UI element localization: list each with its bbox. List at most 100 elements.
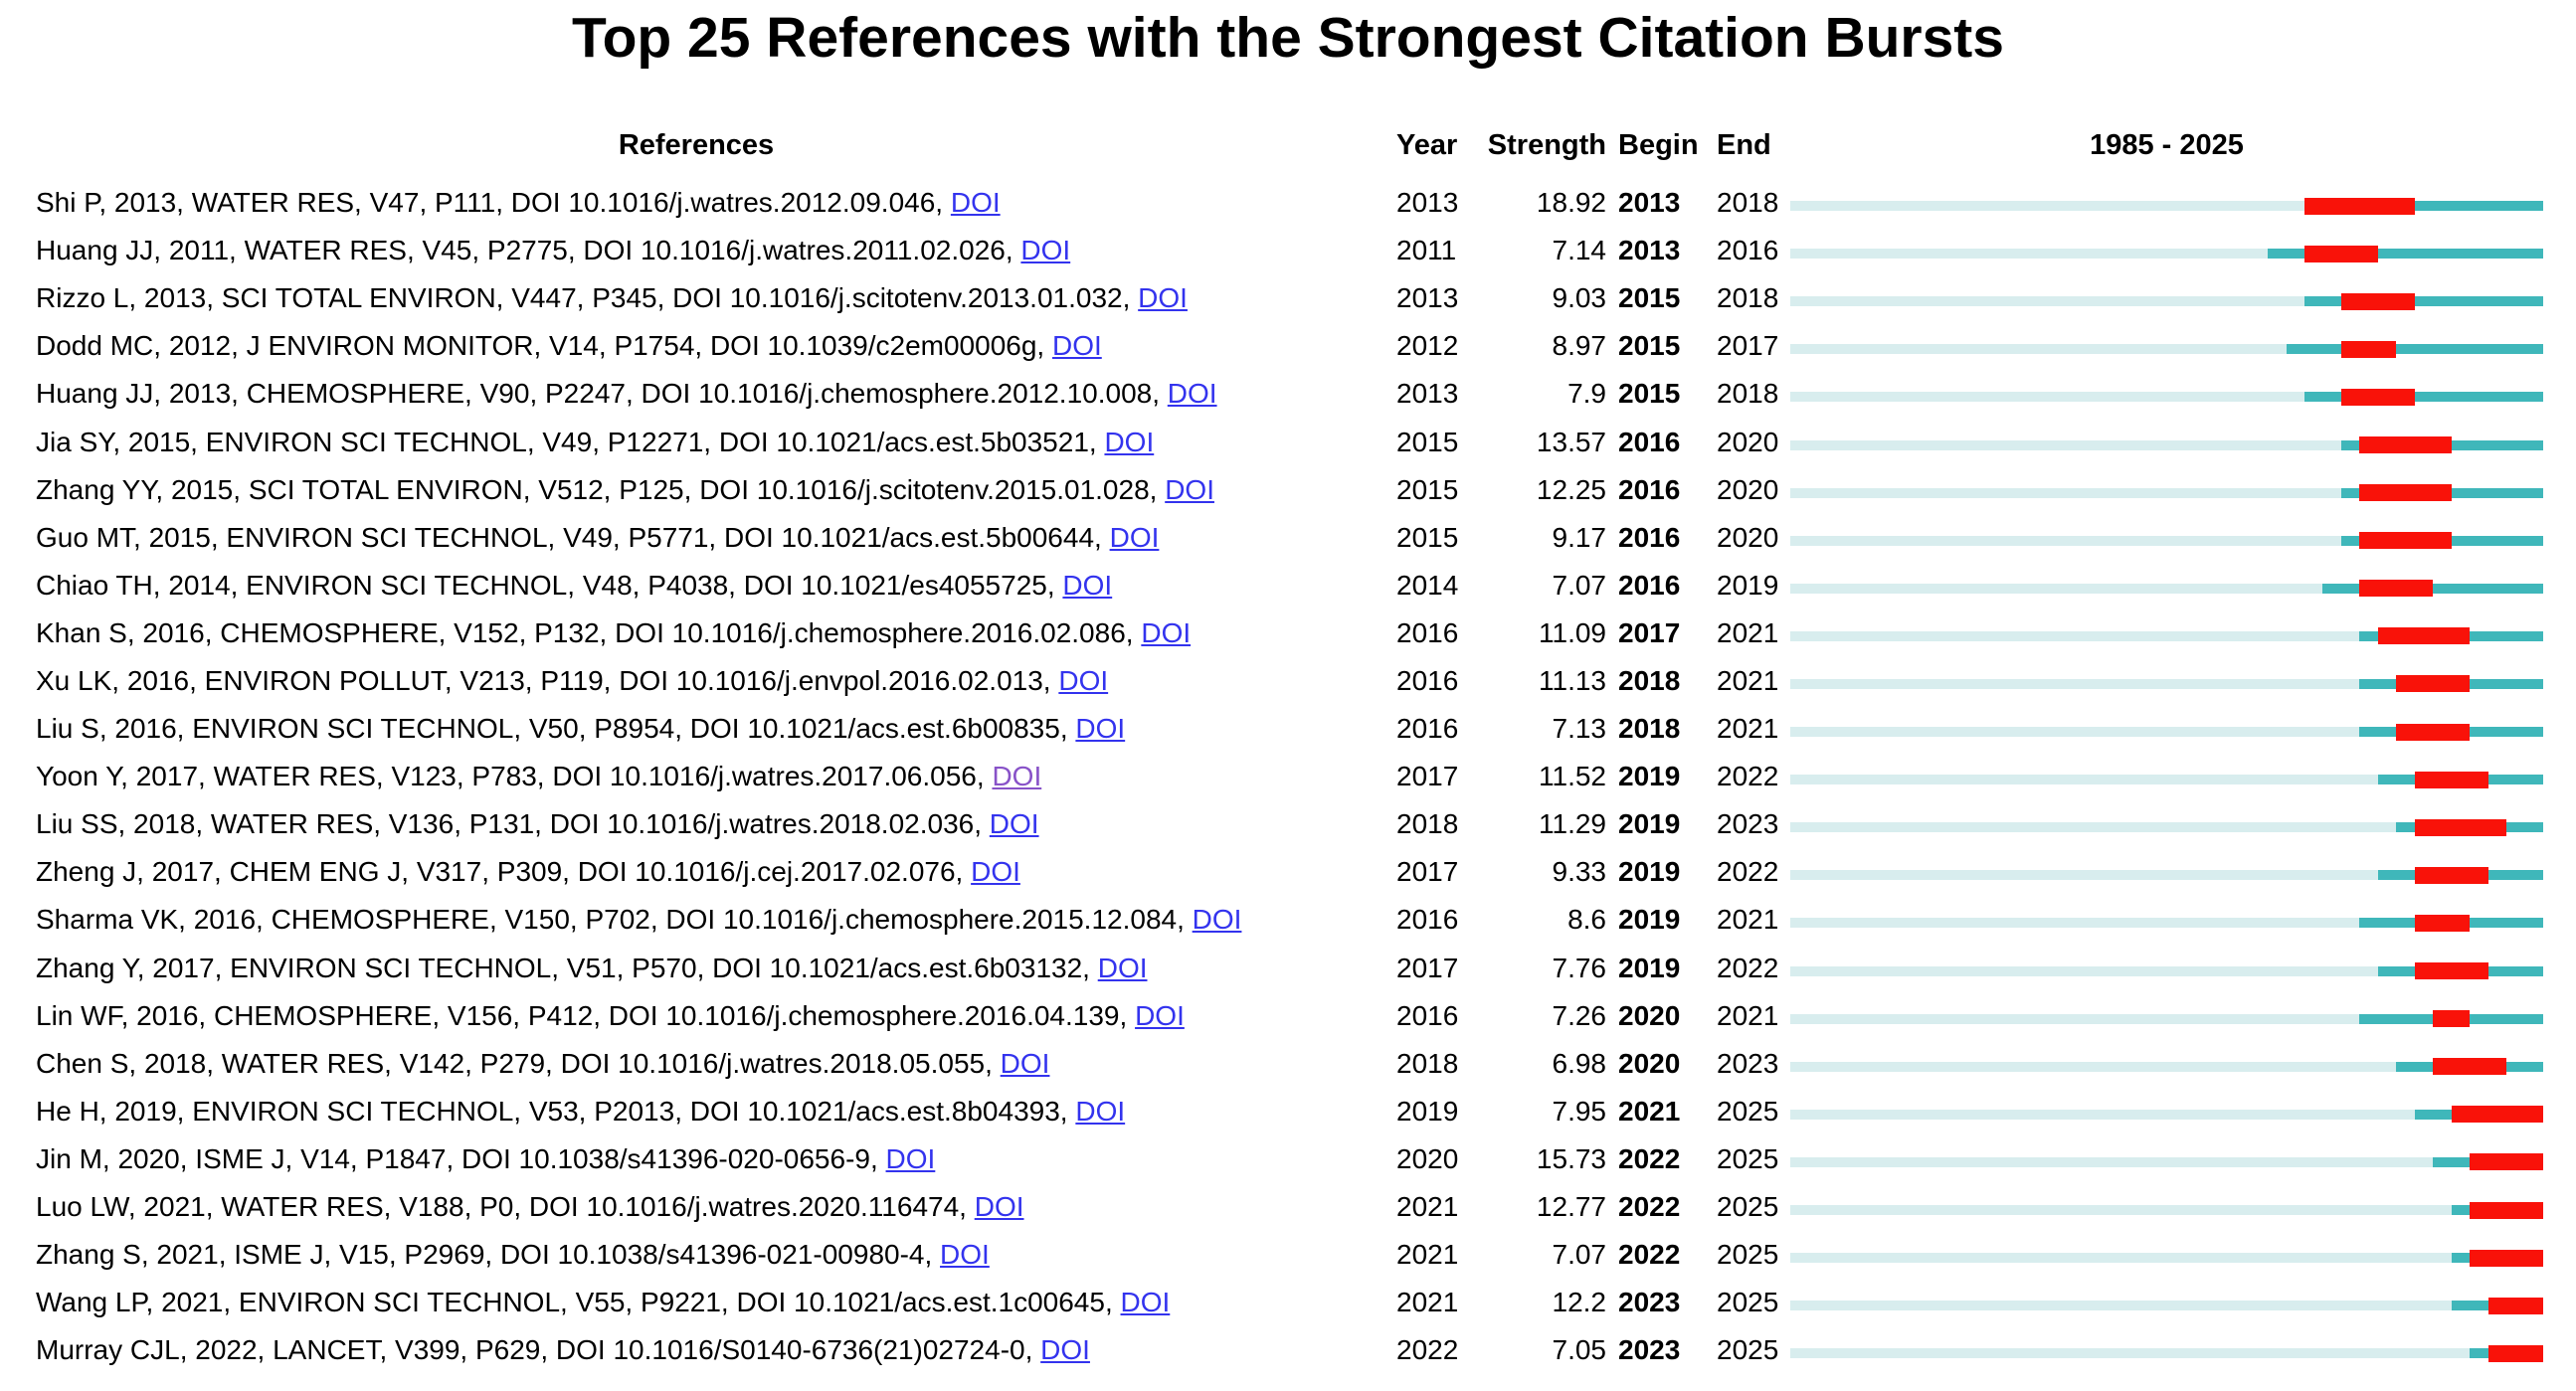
- end-value: 2023: [1717, 1047, 1779, 1079]
- reference-cell: Rizzo L, 2013, SCI TOTAL ENVIRON, V447, …: [0, 282, 1392, 314]
- year-value: 2018: [1396, 808, 1459, 840]
- timeline-pre-publication-segment: [1790, 965, 2378, 976]
- doi-link[interactable]: DOI: [885, 1142, 936, 1174]
- reference-cell: Huang JJ, 2013, CHEMOSPHERE, V90, P2247,…: [0, 378, 1392, 410]
- doi-link[interactable]: DOI: [1165, 473, 1214, 505]
- reference-cell: Xu LK, 2016, ENVIRON POLLUT, V213, P119,…: [0, 665, 1392, 697]
- timeline-active-segment: [2414, 392, 2543, 403]
- doi-link[interactable]: DOI: [1167, 378, 1217, 410]
- doi-link[interactable]: DOI: [1058, 664, 1109, 696]
- burst-timeline-bar: [1790, 675, 2543, 693]
- burst-timeline-cell: [1790, 434, 2543, 454]
- doi-link[interactable]: DOI: [992, 761, 1042, 792]
- doi-link[interactable]: DOI: [1097, 952, 1148, 983]
- year-value: 2016: [1396, 713, 1459, 745]
- doi-link[interactable]: DOI: [1062, 569, 1113, 601]
- reference-cell: Sharma VK, 2016, CHEMOSPHERE, V150, P702…: [0, 904, 1392, 936]
- end-value: 2018: [1717, 282, 1779, 314]
- strength-value: 13.57: [1536, 426, 1606, 457]
- strength-value: 7.9: [1567, 378, 1606, 410]
- begin-value: 2021: [1618, 1095, 1681, 1127]
- doi-link[interactable]: DOI: [1135, 999, 1185, 1031]
- strength-value: 9.03: [1552, 282, 1607, 314]
- burst-timeline-bar: [1790, 771, 2543, 788]
- table-row: Jia SY, 2015, ENVIRON SCI TECHNOL, V49, …: [0, 418, 2576, 465]
- begin-value: 2023: [1618, 1287, 1681, 1318]
- table-row: Liu SS, 2018, WATER RES, V136, P131, DOI…: [0, 800, 2576, 848]
- reference-citation-text: Guo MT, 2015, ENVIRON SCI TECHNOL, V49, …: [36, 521, 1110, 553]
- timeline-pre-publication-segment: [1790, 1156, 2434, 1167]
- doi-link[interactable]: DOI: [1000, 1047, 1050, 1079]
- begin-value: 2015: [1618, 378, 1681, 410]
- doi-link[interactable]: DOI: [1109, 521, 1160, 553]
- column-header-strength: Strength: [1487, 128, 1606, 161]
- doi-link[interactable]: DOI: [974, 1191, 1024, 1223]
- doi-link[interactable]: DOI: [1120, 1287, 1171, 1318]
- column-header-references: References: [618, 128, 775, 161]
- reference-cell: Zhang Y, 2017, ENVIRON SCI TECHNOL, V51,…: [0, 953, 1392, 984]
- timeline-burst-segment: [2414, 962, 2488, 980]
- reference-citation-text: Rizzo L, 2013, SCI TOTAL ENVIRON, V447, …: [36, 282, 1139, 314]
- burst-timeline-bar: [1790, 292, 2543, 310]
- timeline-active-segment: [2470, 630, 2543, 641]
- burst-timeline-cell: [1790, 1055, 2543, 1076]
- strength-value: 18.92: [1536, 187, 1606, 219]
- burst-timeline-bar: [1790, 914, 2543, 932]
- timeline-burst-segment: [2451, 1106, 2543, 1124]
- table-row: Yoon Y, 2017, WATER RES, V123, P783, DOI…: [0, 753, 2576, 800]
- reference-cell: Wang LP, 2021, ENVIRON SCI TECHNOL, V55,…: [0, 1287, 1392, 1318]
- burst-timeline-bar: [1790, 1153, 2543, 1171]
- reference-citation-text: He H, 2019, ENVIRON SCI TECHNOL, V53, P2…: [36, 1095, 1076, 1127]
- reference-citation-text: Chen S, 2018, WATER RES, V142, P279, DOI…: [36, 1047, 1001, 1079]
- table-header-row: References Year Strength Begin End 1985 …: [0, 119, 2576, 171]
- begin-value: 2016: [1618, 473, 1681, 505]
- table-row: Lin WF, 2016, CHEMOSPHERE, V156, P412, D…: [0, 992, 2576, 1040]
- doi-link[interactable]: DOI: [1075, 713, 1126, 745]
- table-row: Chen S, 2018, WATER RES, V142, P279, DOI…: [0, 1040, 2576, 1088]
- burst-timeline-bar: [1790, 818, 2543, 836]
- timeline-active-segment: [2359, 727, 2397, 738]
- doi-link[interactable]: DOI: [1104, 426, 1155, 457]
- doi-link[interactable]: DOI: [989, 808, 1039, 840]
- table-row: Zheng J, 2017, CHEM ENG J, V317, P309, D…: [0, 848, 2576, 896]
- end-value: 2021: [1717, 904, 1779, 936]
- begin-value: 2022: [1618, 1142, 1681, 1174]
- doi-link[interactable]: DOI: [1192, 904, 1242, 936]
- strength-value: 7.76: [1552, 952, 1607, 983]
- year-value: 2018: [1396, 1047, 1459, 1079]
- timeline-pre-publication-segment: [1790, 392, 2304, 403]
- doi-link[interactable]: DOI: [940, 1239, 990, 1271]
- burst-timeline-bar: [1790, 1249, 2543, 1267]
- doi-link[interactable]: DOI: [1141, 616, 1192, 648]
- reference-cell: Lin WF, 2016, CHEMOSPHERE, V156, P412, D…: [0, 1000, 1392, 1032]
- column-header-begin: Begin: [1618, 128, 1699, 161]
- reference-citation-text: Luo LW, 2021, WATER RES, V188, P0, DOI 1…: [36, 1191, 975, 1223]
- end-value: 2022: [1717, 856, 1779, 888]
- doi-link[interactable]: DOI: [950, 187, 1001, 219]
- timeline-burst-segment: [2340, 292, 2415, 310]
- doi-link[interactable]: DOI: [1040, 1334, 1090, 1366]
- reference-cell: Chen S, 2018, WATER RES, V142, P279, DOI…: [0, 1048, 1392, 1080]
- begin-value: 2020: [1618, 1047, 1681, 1079]
- doi-link[interactable]: DOI: [971, 856, 1020, 888]
- doi-link[interactable]: DOI: [1075, 1095, 1126, 1127]
- table-row: Shi P, 2013, WATER RES, V47, P111, DOI 1…: [0, 179, 2576, 227]
- timeline-active-segment: [2451, 535, 2543, 546]
- reference-citation-text: Jia SY, 2015, ENVIRON SCI TECHNOL, V49, …: [36, 426, 1105, 457]
- table-row: Zhang S, 2021, ISME J, V15, P2969, DOI 1…: [0, 1231, 2576, 1279]
- year-value: 2017: [1396, 761, 1459, 792]
- timeline-active-segment: [2359, 678, 2397, 689]
- timeline-burst-segment: [2433, 1010, 2471, 1028]
- timeline-active-segment: [2470, 1348, 2488, 1359]
- timeline-active-segment: [2359, 918, 2415, 929]
- doi-link[interactable]: DOI: [1020, 235, 1071, 266]
- begin-value: 2017: [1618, 616, 1681, 648]
- begin-value: 2016: [1618, 521, 1681, 553]
- table-row: Huang JJ, 2013, CHEMOSPHERE, V90, P2247,…: [0, 370, 2576, 418]
- reference-citation-text: Chiao TH, 2014, ENVIRON SCI TECHNOL, V48…: [36, 569, 1063, 601]
- timeline-pre-publication-segment: [1790, 1061, 2397, 1072]
- strength-value: 8.97: [1552, 330, 1607, 362]
- doi-link[interactable]: DOI: [1051, 330, 1102, 362]
- table-row: Zhang Y, 2017, ENVIRON SCI TECHNOL, V51,…: [0, 945, 2576, 992]
- doi-link[interactable]: DOI: [1138, 282, 1188, 314]
